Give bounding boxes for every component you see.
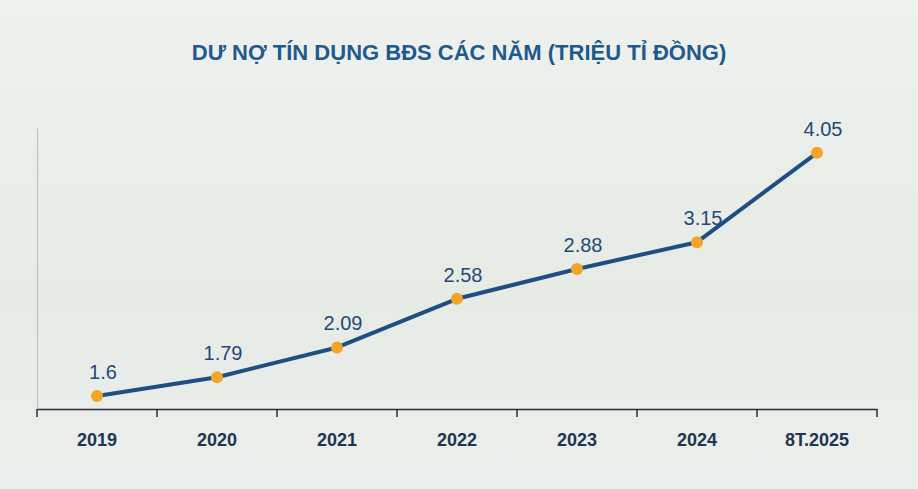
x-tick: 2020: [197, 409, 237, 450]
data-label: 2.58: [444, 264, 483, 286]
x-axis-line: [38, 409, 878, 411]
x-tick: 2024: [677, 409, 717, 450]
y-axis-line: [37, 129, 38, 410]
band-separator: [396, 409, 398, 417]
band-separator: [276, 409, 278, 417]
data-label: 1.6: [89, 361, 117, 383]
x-tick-label: 2022: [437, 430, 477, 450]
data-label: 1.79: [204, 342, 243, 364]
chart: DƯ NỢ TÍN DỤNG BĐS CÁC NĂM (TRIỆU TỈ ĐỒN…: [0, 0, 918, 489]
marker: [91, 390, 103, 402]
x-tick-label: 2020: [197, 430, 237, 450]
marker: [571, 263, 583, 275]
data-label: 3.15: [684, 207, 723, 229]
data-label: 2.09: [324, 312, 363, 334]
marker: [331, 341, 343, 353]
x-tick-label: 2024: [677, 430, 717, 450]
data-label: 4.05: [804, 118, 843, 140]
band-separator: [36, 409, 38, 417]
data-label: 2.88: [564, 234, 603, 256]
x-tick: 8T.2025: [785, 409, 849, 450]
x-axis: 2019 2020 2021 2022 2023 2024 8T.2025: [38, 409, 878, 450]
band-separator: [156, 409, 158, 417]
background: [0, 0, 918, 489]
x-tick: 2019: [77, 409, 117, 450]
plot-marks: [91, 147, 823, 402]
marker: [451, 293, 463, 305]
marker: [691, 236, 703, 248]
band-separator: [516, 409, 518, 417]
x-tick-label: 2021: [317, 430, 357, 450]
band-separator: [636, 409, 638, 417]
x-tick-label: 2019: [77, 430, 117, 450]
band-separator: [876, 409, 878, 417]
separators: [37, 409, 877, 417]
y-axis: [37, 129, 38, 410]
x-tick: 2023: [557, 409, 597, 450]
marker: [811, 147, 823, 159]
x-tick-label: 8T.2025: [785, 430, 849, 450]
title: DƯ NỢ TÍN DỤNG BĐS CÁC NĂM (TRIỆU TỈ ĐỒN…: [192, 40, 726, 65]
marker: [211, 371, 223, 383]
x-tick: 2022: [437, 409, 477, 450]
band-separator: [756, 409, 758, 417]
x-tick: 2021: [317, 409, 357, 450]
x-tick-label: 2023: [557, 430, 597, 450]
line: [97, 153, 817, 396]
data-labels: 1.6 1.79 2.09 2.58 2.88 3.15 4.05: [89, 118, 842, 383]
